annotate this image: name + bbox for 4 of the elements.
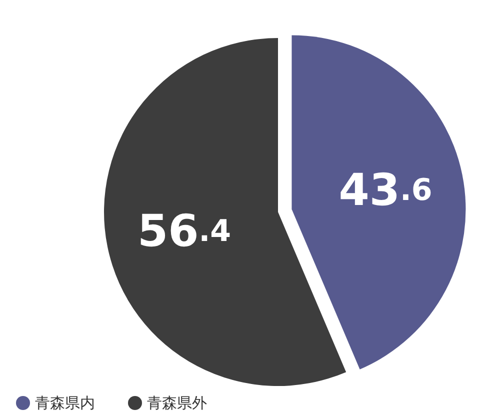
data-label: 56.4 <box>137 206 231 257</box>
data-label: 43.6 <box>338 164 432 216</box>
legend-label: 青森県内 <box>35 394 95 412</box>
legend-label: 青森県外 <box>147 394 207 412</box>
